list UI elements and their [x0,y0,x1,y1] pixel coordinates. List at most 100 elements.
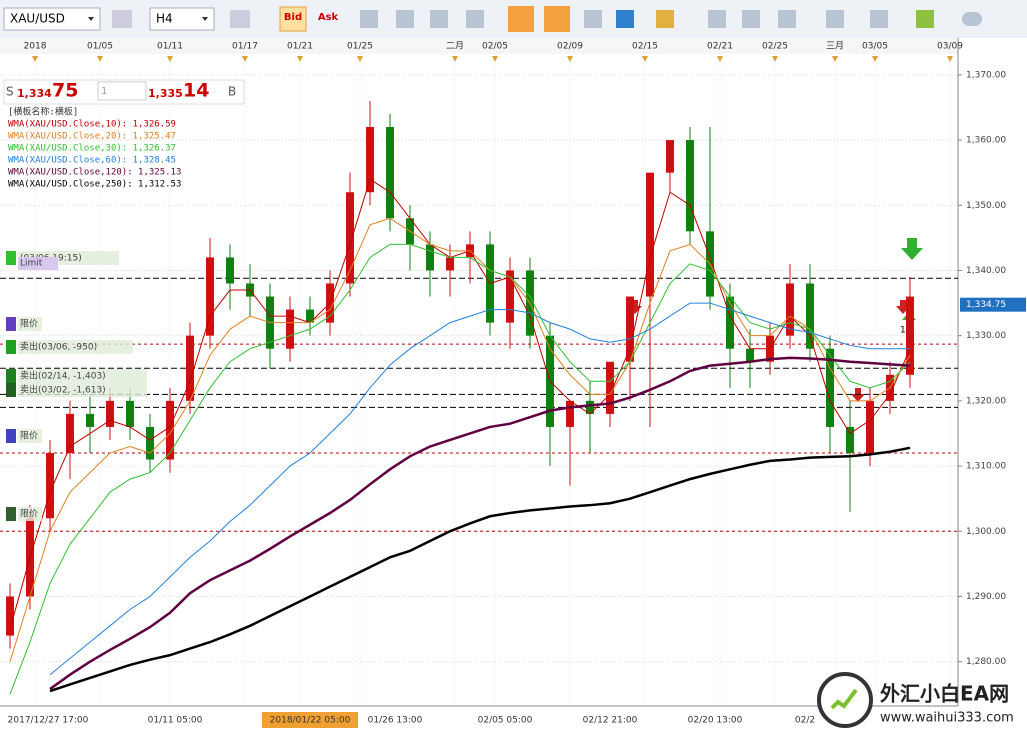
candle-body [566,400,574,427]
x-label-top: 03/05 [862,42,888,52]
order-marker [6,383,16,397]
tool-icon[interactable] [112,10,132,28]
time-marker [642,56,648,62]
order-text: 卖出(02/14, -1,403) [20,370,106,382]
order-marker [6,369,16,383]
buy-pips: 14 [183,80,209,102]
order-tag [18,317,42,331]
candle-body [206,257,214,336]
y-tick-label: 1,300.00 [966,527,1006,537]
time-marker [97,56,103,62]
buy-price: 1,335 [148,87,183,100]
ma-line [9,178,911,630]
time-marker [947,56,953,62]
order-text: 限价 [20,319,38,330]
candle-body [226,257,234,284]
candle-body [426,244,434,271]
annotation: 10 [900,326,912,336]
candle-body [306,309,314,323]
candle-body [386,127,394,219]
time-marker [357,56,363,62]
indicator-header: [横板名称:横板] [8,106,78,118]
order-marker [6,429,16,443]
candle-body [646,172,654,297]
order-marker [6,340,16,354]
order-tag-limit [18,257,58,270]
order-text: 卖出(03/02, -1,613) [20,384,106,396]
candle-body [6,596,14,636]
order-tag [18,507,42,521]
watermark-title: 外汇小白EA网 [880,682,1009,706]
symbol: XAU/USD [10,12,65,26]
ma-line [49,356,911,691]
lot: 1 [101,86,107,97]
order-text: 限价 [20,509,38,520]
order-tag [18,429,42,443]
candle-body [746,348,754,362]
indicator-line: WMA(XAU/USD.Close,20): 1,325.47 [8,132,176,142]
ma-line [49,446,911,693]
indicator-line: WMA(XAU/USD.Close,60): 1,328.45 [8,156,176,166]
x-label-top: 01/05 [87,42,113,52]
time-marker [167,56,173,62]
indicator-line: WMA(XAU/USD.Close,120): 1,325.13 [8,168,181,178]
bid-button[interactable] [279,6,307,32]
x-label-bottom: 02/20 13:00 [688,716,743,726]
x-label-top: 02/25 [762,42,788,52]
ask[interactable]: Ask [318,12,339,23]
y-tick-label: 1,360.00 [966,136,1006,146]
candle-body [846,426,854,454]
last-price: 1,334.75 [966,300,1006,310]
x-label-bottom: 01/11 05:00 [148,716,203,726]
lot-input[interactable] [97,81,147,101]
y-tick-label: 1,290.00 [966,592,1006,602]
price-axis [958,38,1027,731]
order-marker [6,251,16,265]
tool-icon[interactable] [230,10,250,28]
x-label-top: 01/25 [347,42,373,52]
y-tick-label: 1,310.00 [966,462,1006,472]
time-strip [0,38,958,54]
candle-body [146,426,154,460]
candle-body [166,400,174,460]
candle-body [726,296,734,349]
sell-label: S [6,85,14,99]
ma-line [9,243,911,695]
x-label-top: 02/05 [482,42,508,52]
x-label-top: 2018 [24,42,47,52]
y-tick-label: 1,340.00 [966,266,1006,276]
x-label-top: 03/09 [937,42,963,52]
bid: Bid [284,12,302,23]
candle-body [666,140,674,173]
time-marker [242,56,248,62]
x-label-top: 二月 [446,41,464,52]
symbol-select[interactable] [3,7,101,31]
order-text: 卖出(03/06, -950) [20,341,97,353]
candle-body [366,127,374,193]
dropdown-arrow [88,17,94,21]
indicator-line: WMA(XAU/USD.Close,250): 1,312.53 [8,180,181,190]
y-tick-label: 1,280.00 [966,657,1006,667]
y-tick-label: 1,320.00 [966,396,1006,406]
timeframe-select[interactable] [149,7,215,31]
candle-body [66,413,74,454]
ma-line [49,302,910,676]
order-text: 限价 [20,431,38,442]
x-label-top: 02/15 [632,42,658,52]
order-tag [18,340,133,354]
candle-body [446,257,454,271]
candle-body [826,348,834,427]
x-label-top: 01/17 [232,42,258,52]
time-marker [452,56,458,62]
buy-label: B [228,85,236,99]
time-marker [832,56,838,62]
candle-body [906,296,914,375]
candle-body [186,335,194,401]
cursor-time-box [262,712,358,728]
order-marker [6,317,16,331]
x-label-bottom: 2018/01/22 05:00 [270,716,351,726]
candle-body [686,140,694,232]
timeframe: H4 [156,12,173,26]
x-label-bottom: 01/26 13:00 [368,716,423,726]
